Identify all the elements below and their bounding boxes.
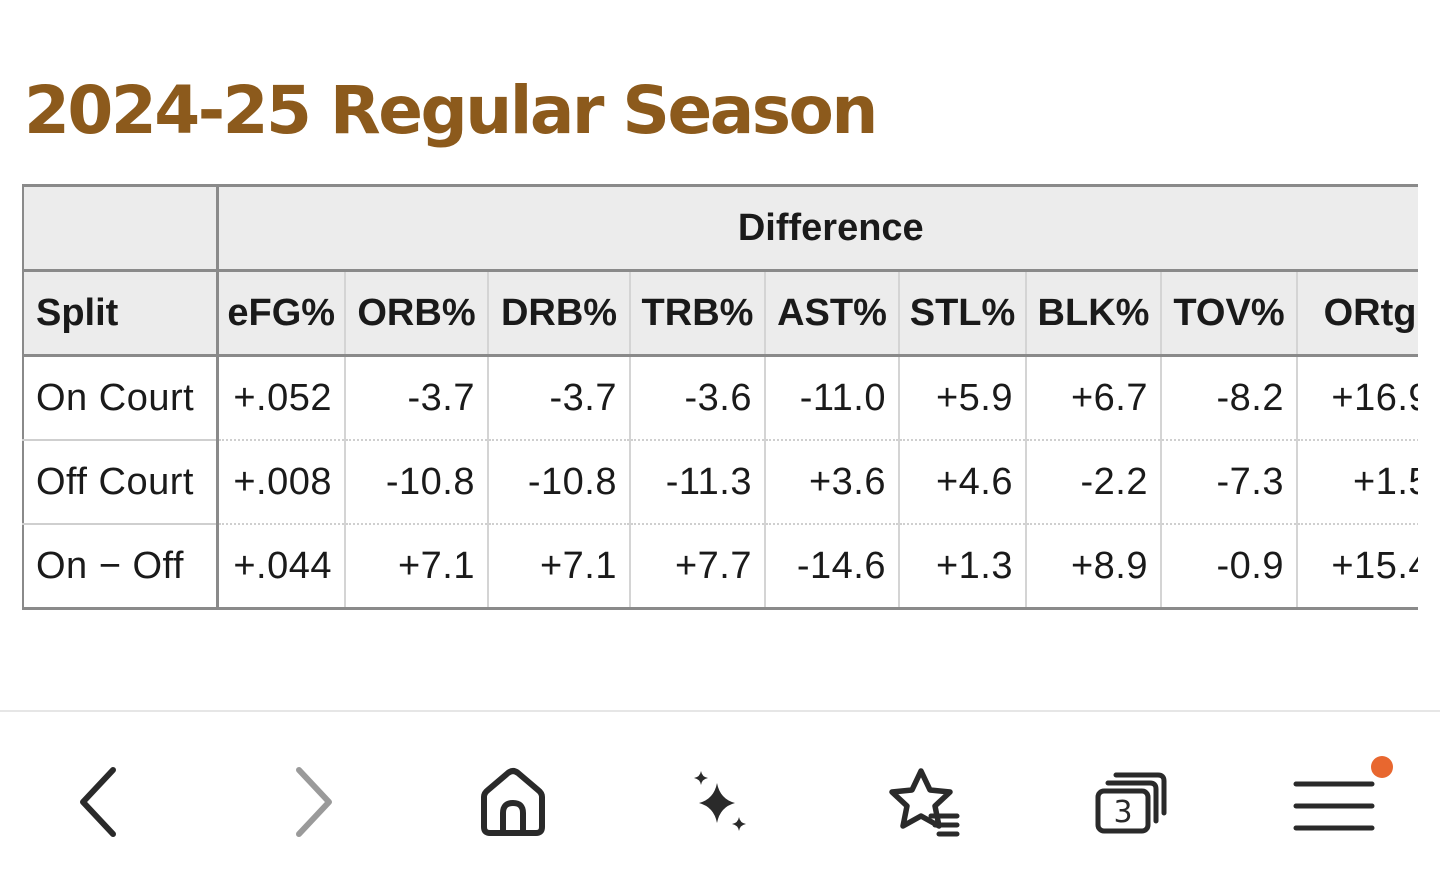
column-header-drb[interactable]: DRB% bbox=[488, 270, 631, 357]
table-cell: +1.3 bbox=[899, 524, 1027, 610]
menu-icon bbox=[1293, 781, 1375, 831]
table-cell: -11.3 bbox=[630, 440, 766, 525]
tab-count: 3 bbox=[1113, 795, 1132, 830]
table-cell: +4.6 bbox=[899, 440, 1027, 525]
table-cell: +16.9 bbox=[1297, 355, 1418, 441]
row-label: On − Off bbox=[22, 524, 219, 610]
stats-table-container: Difference Split eFG% ORB% DRB% TRB% AST… bbox=[22, 184, 1418, 610]
sparkle-icon bbox=[694, 771, 746, 831]
page-title: 2024-25 Regular Season bbox=[24, 72, 878, 149]
tabs-button[interactable]: 3 bbox=[1077, 752, 1187, 852]
ai-assistant-button[interactable] bbox=[664, 752, 774, 852]
table-cell: -3.7 bbox=[488, 355, 631, 441]
table-cell: +5.9 bbox=[899, 355, 1027, 441]
table-row-off-court: Off Court +.008 -10.8 -10.8 -11.3 +3.6 +… bbox=[22, 440, 1418, 525]
row-label: Off Court bbox=[22, 440, 219, 525]
on-off-stats-table: Difference Split eFG% ORB% DRB% TRB% AST… bbox=[22, 184, 1418, 610]
table-cell: -10.8 bbox=[488, 440, 631, 525]
column-header-efg[interactable]: eFG% bbox=[217, 270, 346, 357]
group-header-blank bbox=[22, 184, 219, 272]
column-header-ortg[interactable]: ORtg bbox=[1297, 270, 1418, 357]
home-button[interactable] bbox=[458, 752, 568, 852]
table-cell: +15.4 bbox=[1297, 524, 1418, 610]
table-cell: -8.2 bbox=[1161, 355, 1298, 441]
group-header-difference: Difference bbox=[217, 184, 1418, 272]
column-header-trb[interactable]: TRB% bbox=[630, 270, 766, 357]
home-icon bbox=[481, 768, 545, 836]
table-cell: +7.7 bbox=[630, 524, 766, 610]
column-header-orb[interactable]: ORB% bbox=[345, 270, 489, 357]
table-cell: +.052 bbox=[217, 355, 346, 441]
column-header-row: Split eFG% ORB% DRB% TRB% AST% STL% BLK%… bbox=[22, 270, 1418, 357]
column-header-blk[interactable]: BLK% bbox=[1026, 270, 1162, 357]
table-cell: -0.9 bbox=[1161, 524, 1298, 610]
table-cell: -10.8 bbox=[345, 440, 489, 525]
back-icon bbox=[80, 767, 116, 837]
table-cell: -3.6 bbox=[630, 355, 766, 441]
column-header-tov[interactable]: TOV% bbox=[1161, 270, 1298, 357]
table-cell: +.044 bbox=[217, 524, 346, 610]
row-label: On Court bbox=[22, 355, 219, 441]
group-header-row: Difference bbox=[22, 184, 1418, 272]
back-button[interactable] bbox=[45, 752, 155, 852]
forward-button[interactable] bbox=[257, 752, 367, 852]
column-header-ast[interactable]: AST% bbox=[765, 270, 900, 357]
tabs-icon: 3 bbox=[1095, 772, 1167, 834]
table-cell: +7.1 bbox=[345, 524, 489, 610]
browser-bottom-toolbar: 3 bbox=[0, 710, 1440, 892]
table-cell: -7.3 bbox=[1161, 440, 1298, 525]
column-header-split[interactable]: Split bbox=[22, 270, 219, 357]
table-cell: +.008 bbox=[217, 440, 346, 525]
table-cell: -11.0 bbox=[765, 355, 900, 441]
notification-dot bbox=[1371, 756, 1393, 778]
menu-button[interactable] bbox=[1282, 752, 1393, 852]
column-header-stl[interactable]: STL% bbox=[899, 270, 1027, 357]
table-cell: +3.6 bbox=[765, 440, 900, 525]
table-cell: +1.5 bbox=[1297, 440, 1418, 525]
table-row-on-minus-off: On − Off +.044 +7.1 +7.1 +7.7 -14.6 +1.3… bbox=[22, 524, 1418, 610]
bookmarks-button[interactable] bbox=[870, 752, 980, 852]
table-cell: +8.9 bbox=[1026, 524, 1162, 610]
table-cell: +6.7 bbox=[1026, 355, 1162, 441]
table-cell: -14.6 bbox=[765, 524, 900, 610]
table-cell: -3.7 bbox=[345, 355, 489, 441]
table-row-on-court: On Court +.052 -3.7 -3.7 -3.6 -11.0 +5.9… bbox=[22, 355, 1418, 441]
table-cell: -2.2 bbox=[1026, 440, 1162, 525]
table-cell: +7.1 bbox=[488, 524, 631, 610]
bookmark-star-icon bbox=[889, 768, 960, 837]
forward-icon bbox=[296, 767, 332, 837]
